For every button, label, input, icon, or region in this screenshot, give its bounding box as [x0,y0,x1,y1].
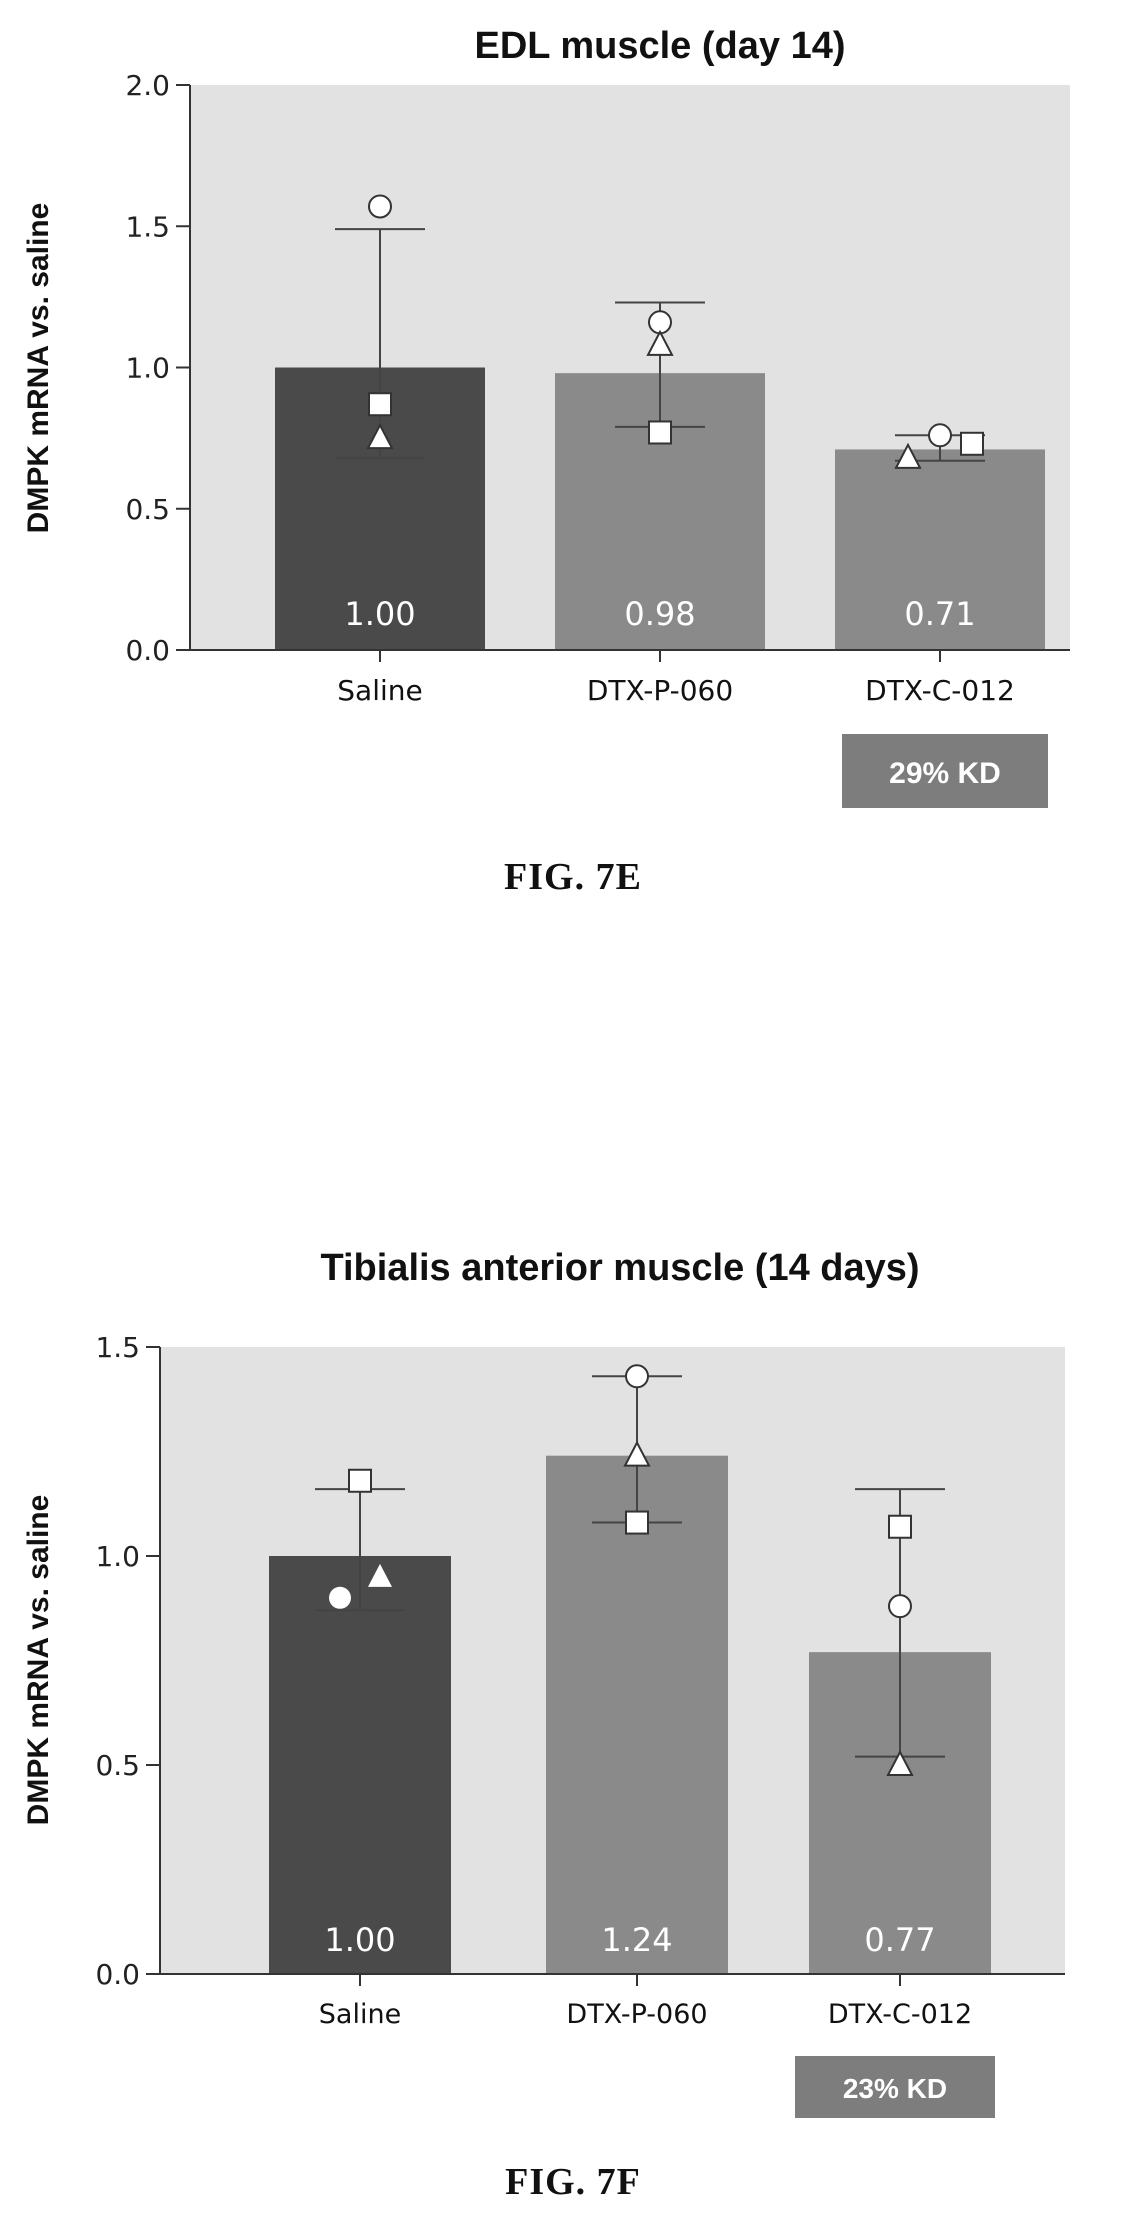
y-tick-label: 1.0 [125,352,170,385]
yticks-group: 0.0 0.5 1.0 1.5 [95,1331,160,1991]
xcats-group: Saline DTX-P-060 DTX-C-012 [319,1974,972,2030]
y-tick-label: 2.0 [125,69,170,102]
x-category-label: Saline [319,1999,401,2030]
kd-badge: 29% KD [842,734,1048,808]
data-point-circle [368,194,392,219]
chart-title: EDL muscle (day 14) [474,25,845,67]
figure-caption-7f: FIG. 7F [505,2161,641,2203]
kd-badge-box [842,734,1048,808]
x-category-label: DTX-C-012 [828,1999,972,2030]
data-point-square [960,431,984,456]
yticks-group: 0.0 0.5 1.0 1.5 2.0 [125,69,190,667]
data-point-triangle [623,1440,651,1467]
data-point-square [625,1510,649,1535]
y-tick-label: 0.5 [95,1749,140,1782]
kd-badge-box [795,2056,995,2118]
x-category-label: DTX-P-060 [566,1999,707,2030]
y-axis-label: DMPK mRNA vs. saline [22,1495,55,1826]
chart-title: Tibialis anterior muscle (14 days) [320,1247,919,1289]
bar-value-label: 1.24 [601,1921,672,1959]
data-point-circle [928,423,952,448]
x-category-label: DTX-C-012 [865,674,1015,707]
data-labels-group: 1.00 0.98 0.71 [344,595,975,633]
bar-dtx-p-060 [546,1455,728,1974]
x-category-label: Saline [337,674,422,707]
points-group [366,194,984,469]
data-point-circle [888,1594,912,1619]
data-point-square [348,1468,372,1493]
bars-group [275,367,1045,650]
data-point-circle [329,1586,351,1609]
y-tick-label: 0.0 [125,634,170,667]
data-point-triangle [368,1563,392,1587]
y-tick-label: 1.5 [95,1331,140,1364]
kd-badge: 23% KD [795,2056,995,2118]
data-point-circle [625,1364,649,1389]
data-labels-group: 1.00 1.24 0.77 [324,1921,935,1959]
bar-value-label: 1.00 [344,595,415,633]
points-group [329,1364,914,1776]
bar-saline [269,1556,451,1974]
bar-dtx-c-012 [835,449,1045,650]
data-point-triangle [366,422,394,450]
xcats-group: Saline DTX-P-060 DTX-C-012 [337,650,1015,707]
bar-value-label: 0.98 [624,595,695,633]
data-point-square [368,392,392,417]
y-axis-label: DMPK mRNA vs. saline [22,203,55,534]
kd-badge-text: 29% KD [889,757,1001,790]
data-point-square [648,420,672,445]
data-point-triangle [894,442,922,469]
y-tick-label: 0.0 [95,1958,140,1991]
y-tick-label: 0.5 [125,493,170,526]
data-point-square [888,1514,912,1539]
x-category-label: DTX-P-060 [587,674,733,707]
y-tick-label: 1.5 [125,210,170,243]
chart-7e: 0.0 0.5 1.0 1.5 2.0 Saline DTX-P-060 DTX-C-012… [22,25,1070,808]
figure-caption-7e: FIG. 7E [504,856,642,898]
bar-value-label: 1.00 [324,1921,395,1959]
bar-value-label: 0.77 [864,1921,935,1959]
data-point-triangle [886,1749,914,1776]
data-point-triangle [646,329,674,356]
bar-value-label: 0.71 [904,595,975,633]
chart-7f: 0.0 0.5 1.0 1.5 Saline DTX-P-060 DTX-C-012 1.… [22,1247,1065,2118]
y-tick-label: 1.0 [95,1540,140,1573]
kd-badge-text: 23% KD [843,2073,947,2104]
